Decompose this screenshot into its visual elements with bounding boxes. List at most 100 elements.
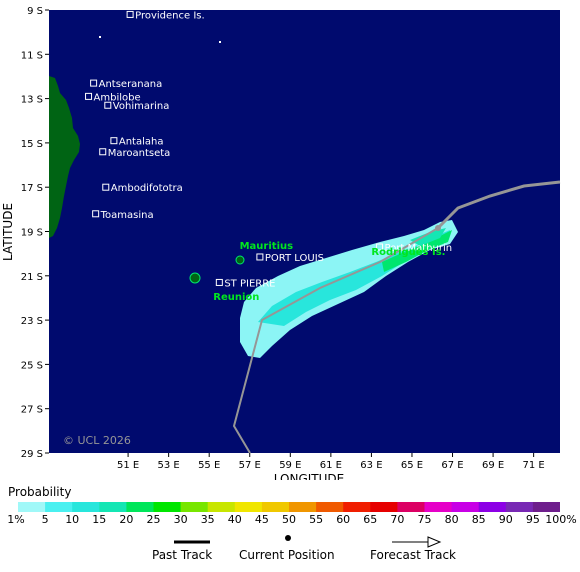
lat-tick-label: 29 S (21, 449, 43, 460)
place-label: Antseranana (99, 79, 163, 90)
place-label: Port Mathurin (385, 243, 453, 254)
lon-tick-label: 69 E (482, 460, 504, 471)
longitude-axis-label: LONGITUDE (274, 472, 344, 480)
past-track-key-icon (174, 540, 210, 544)
legend-swatch (99, 502, 127, 512)
legend-swatch (18, 502, 46, 512)
legend-label: 85 (471, 513, 486, 526)
legend-label: 45 (254, 513, 269, 526)
place-label: Antalaha (119, 137, 164, 148)
legend-label: 75 (417, 513, 432, 526)
legend-swatch (424, 502, 453, 512)
place-label: Ambodifototra (111, 183, 183, 194)
place-label: Toamasina (100, 210, 154, 221)
place-marker (99, 148, 107, 156)
lon-tick-label: 57 E (239, 460, 261, 471)
place-label: Ambilobe (94, 92, 141, 103)
lat-tick-label: 19 S (21, 228, 43, 239)
lon-tick-label: 61 E (320, 460, 342, 471)
ocean (49, 10, 560, 453)
lon-tick-label: 63 E (360, 460, 382, 471)
lat-tick-label: 27 S (21, 405, 43, 416)
legend-label: 55 (309, 513, 324, 526)
lat-tick-label: 23 S (21, 316, 43, 327)
legend-swatch (207, 502, 236, 512)
legend-swatch (343, 502, 371, 512)
legend-swatch (397, 502, 425, 512)
place-marker (215, 278, 223, 286)
island-dot (99, 36, 101, 38)
legend-swatch (234, 502, 263, 512)
current-position-key-label: Current Position (239, 548, 335, 562)
past-track-key-label: Past Track (152, 548, 213, 562)
place-marker (85, 92, 93, 100)
lat-tick-label: 17 S (21, 183, 43, 194)
lat-tick-label: 11 S (21, 50, 43, 61)
lat-tick-label: 15 S (21, 139, 43, 150)
legend-label: 5 (41, 513, 49, 526)
legend-swatch (451, 502, 480, 512)
legend-label: 25 (146, 513, 161, 526)
legend-label: 10 (65, 513, 80, 526)
place-marker (256, 253, 264, 261)
legend-label: 100% (545, 513, 577, 526)
legend-title: Probability (8, 485, 72, 499)
place-label: Maroantseta (108, 148, 171, 159)
legend-swatch (126, 502, 154, 512)
probability-swath (240, 220, 458, 358)
lon-tick-label: 59 E (279, 460, 301, 471)
legend-label: 90 (498, 513, 513, 526)
mauritius-island (235, 255, 245, 265)
place-marker (104, 101, 112, 109)
lat-tick-label: 13 S (21, 95, 43, 106)
lat-tick-label: 9 S (27, 6, 43, 17)
legend-label: 35 (200, 513, 215, 526)
legend-label: 70 (390, 513, 405, 526)
latitude-axis-label: LATITUDE (1, 203, 15, 261)
legend-swatch (289, 502, 317, 512)
legend-label: 60 (336, 513, 351, 526)
copyright-label: © UCL 2026 (63, 434, 131, 447)
legend-label: 95 (525, 513, 540, 526)
lon-tick-label: 65 E (401, 460, 423, 471)
legend-label: 65 (363, 513, 378, 526)
lat-tick-label: 25 S (21, 360, 43, 371)
legend-swatch (72, 502, 100, 512)
current-position-marker (435, 225, 441, 231)
legend-label: 30 (173, 513, 188, 526)
place-label: Providence Is. (135, 10, 205, 21)
legend-swatch (261, 502, 290, 512)
probability-legend-labels: 1% 5 10 15 20 25 30 35 40 45 50 55 60 65 70 75 80 85 90 95 1… (0, 513, 580, 527)
forecast-track-key-icon (392, 536, 442, 548)
legend-swatch (180, 502, 209, 512)
legend-label: 80 (444, 513, 459, 526)
place-label: PORT LOUIS (265, 253, 324, 264)
map: 9 S 11 S 13 S 15 S 17 S 19 S 21 S 23 S 25 S 27 S 2… (1, 6, 561, 480)
legend-swatch (316, 502, 344, 512)
legend-swatch (153, 502, 182, 512)
legend-label: 50 (282, 513, 296, 526)
place-labels: Providence Is. Antseranana AmbilobeVohimar… (85, 10, 453, 303)
lon-tick-label: 55 E (198, 460, 220, 471)
legend-swatch (45, 502, 73, 512)
place-marker (376, 243, 384, 251)
lon-tick-label: 71 E (523, 460, 545, 471)
probability-legend-bar (18, 502, 560, 512)
lon-tick-label: 53 E (158, 460, 180, 471)
island-dot (219, 41, 221, 43)
place-marker (90, 79, 98, 87)
place-marker (92, 210, 100, 218)
place-marker (126, 10, 134, 18)
place-marker (110, 137, 118, 145)
place-label: ST PIERRE (224, 278, 275, 289)
legend-label: 1% (7, 513, 25, 526)
reunion-island (189, 272, 201, 284)
region-label: Mauritius (240, 241, 294, 252)
past-track-line (436, 180, 561, 230)
madagascar-land (49, 76, 80, 238)
region-label: Rodrigues Is. (371, 247, 445, 258)
legend-label: 40 (227, 513, 242, 526)
legend-label: 20 (119, 513, 134, 526)
axis-ticks: 9 S 11 S 13 S 15 S 17 S 19 S 21 S 23 S 25 S 27 S 2… (21, 6, 545, 471)
lat-tick-label: 21 S (21, 272, 43, 283)
